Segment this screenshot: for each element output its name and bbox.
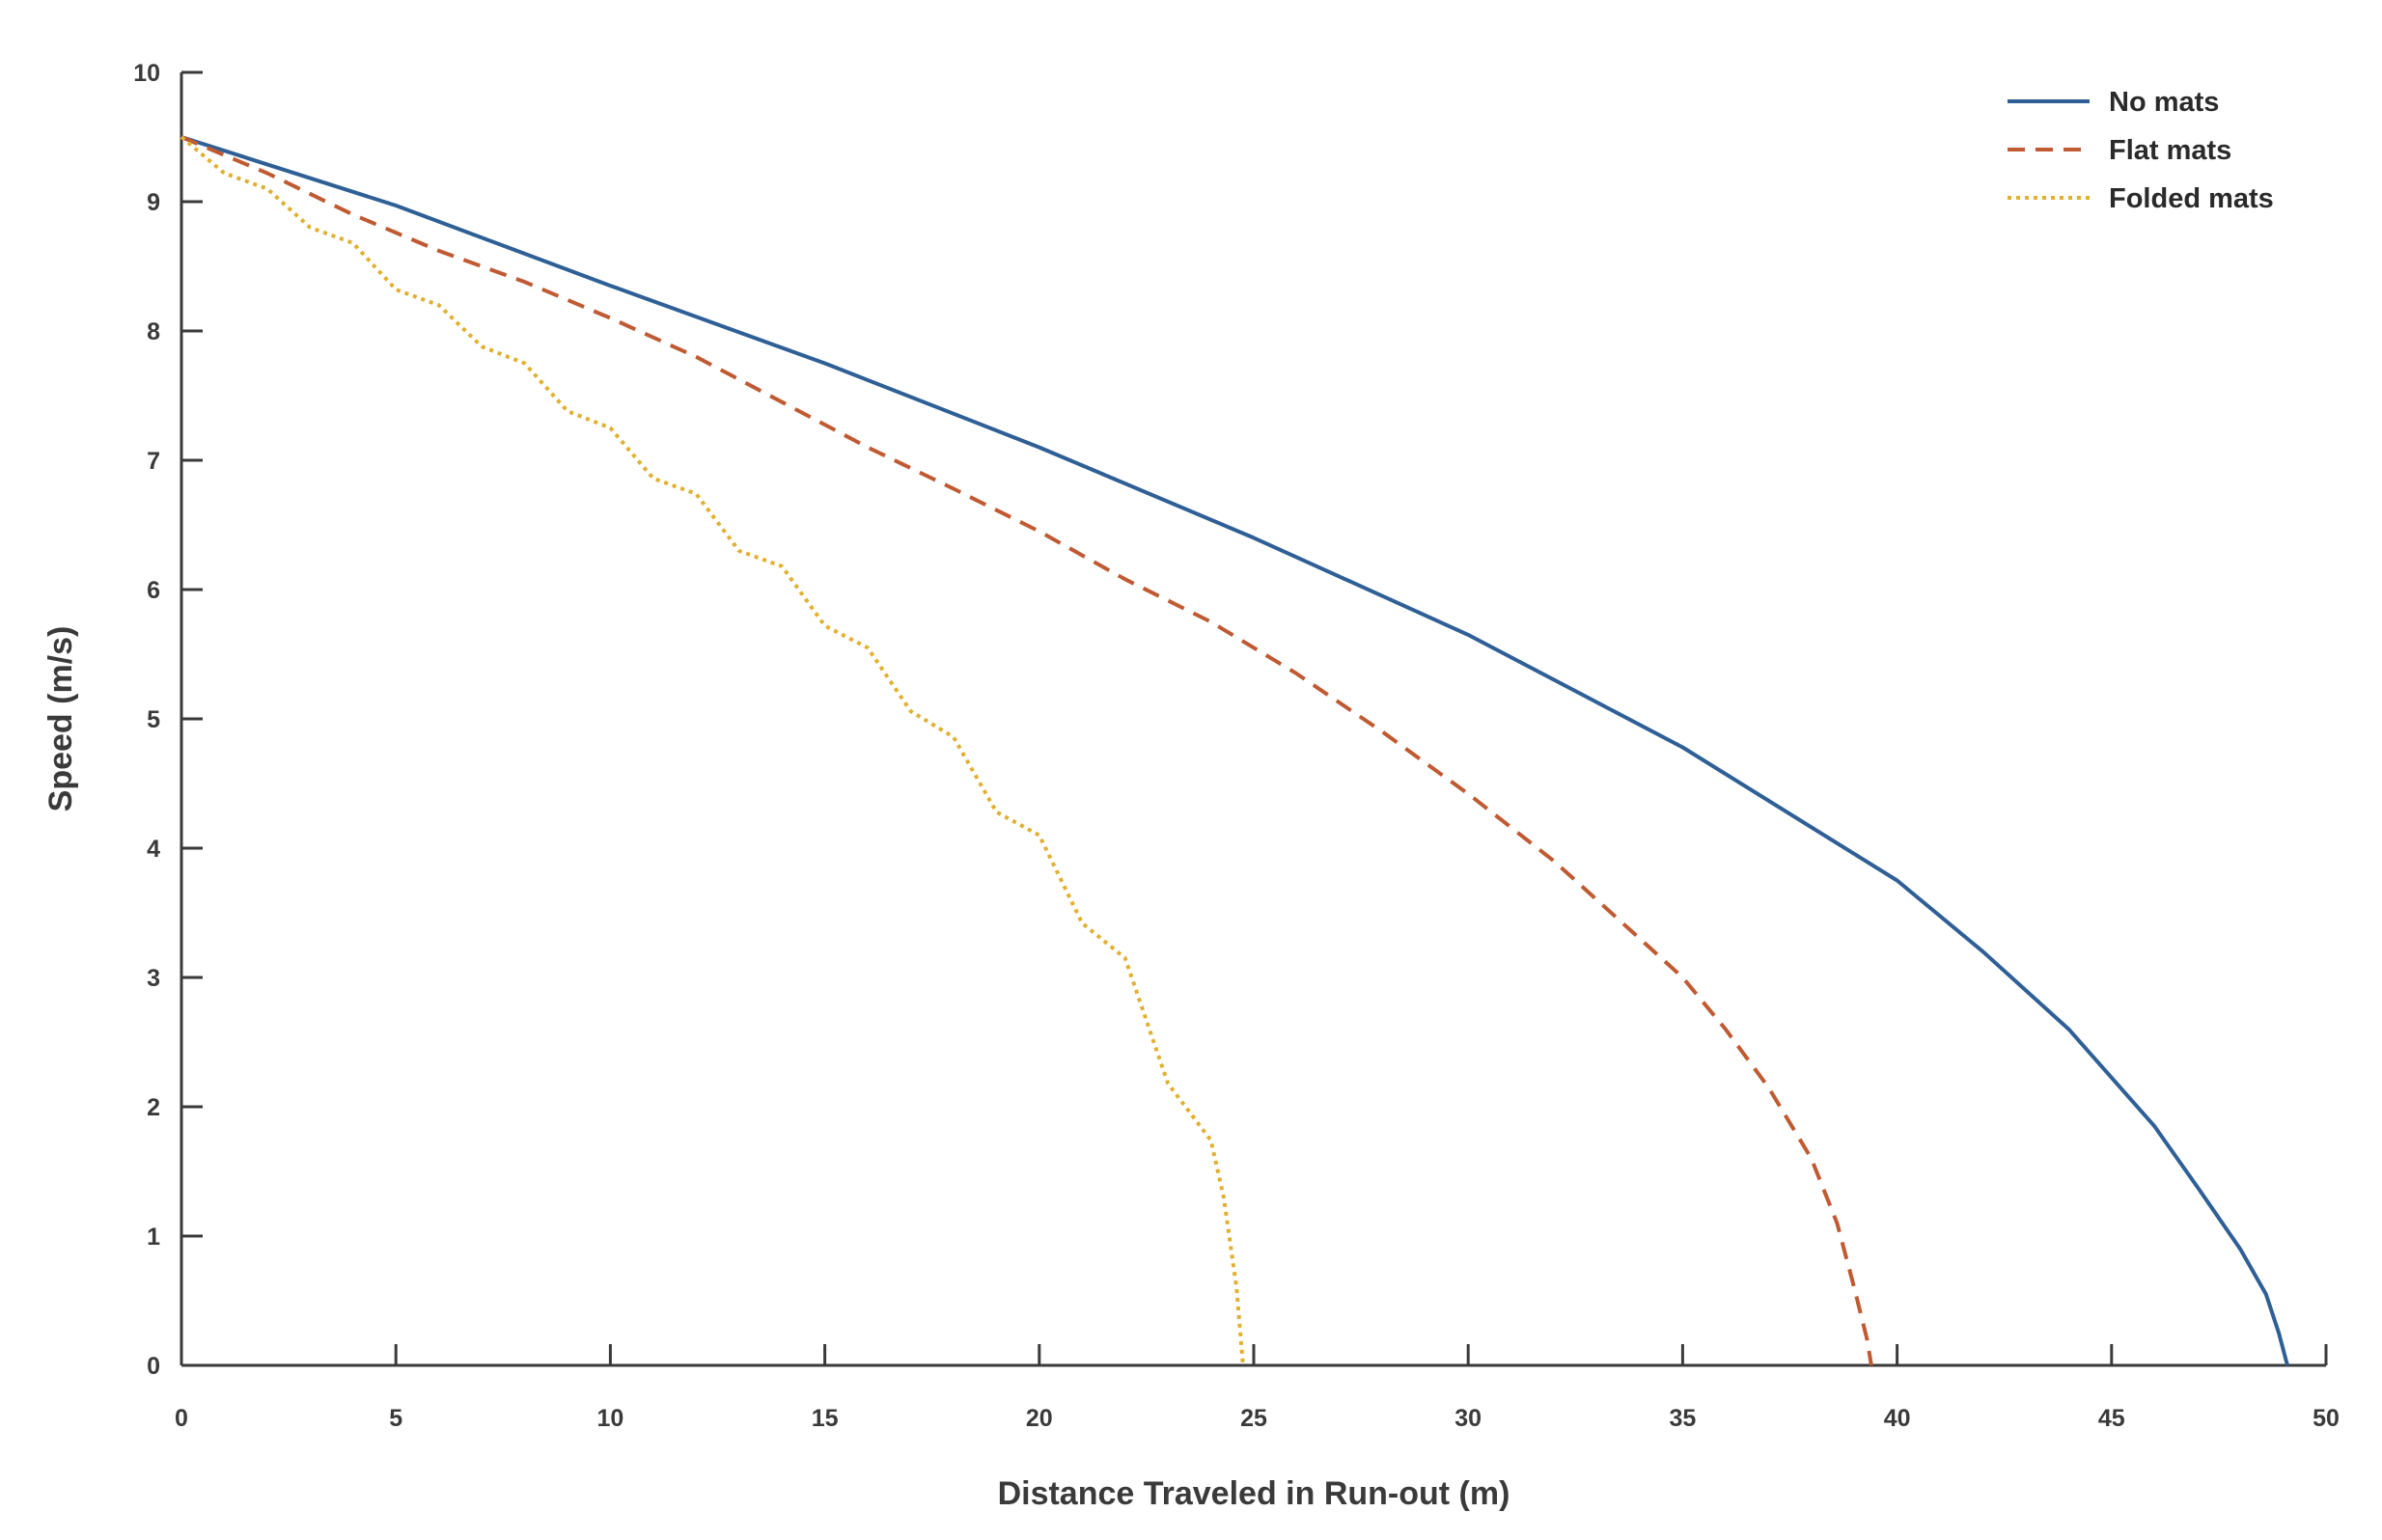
- x-tick-label: 10: [596, 1405, 623, 1432]
- y-tick-label: 2: [147, 1094, 160, 1121]
- y-tick-label: 5: [147, 706, 160, 733]
- legend-label: Folded mats: [2109, 183, 2274, 214]
- x-tick-label: 5: [389, 1405, 402, 1432]
- x-tick-label: 50: [2313, 1405, 2340, 1432]
- y-axis-title: Speed (m/s): [42, 626, 79, 812]
- y-tick-label: 0: [147, 1353, 160, 1380]
- x-tick-label: 45: [2098, 1405, 2125, 1432]
- legend: No mats Flat mats Folded mats: [2008, 87, 2274, 214]
- legend-label: Flat mats: [2109, 135, 2231, 166]
- y-tick-label: 6: [147, 577, 160, 604]
- x-tick-label: 25: [1240, 1405, 1267, 1432]
- x-tick-label: 30: [1454, 1405, 1482, 1432]
- y-tick-label: 10: [133, 60, 160, 87]
- y-tick-label: 9: [147, 189, 160, 216]
- series-line-flat-mats: [180, 135, 1873, 1366]
- x-tick-label: 0: [175, 1405, 188, 1432]
- series-line-folded-mats: [180, 135, 1245, 1366]
- x-tick-label: 20: [1026, 1405, 1053, 1432]
- x-axis-title: Distance Traveled in Run-out (m): [998, 1475, 1510, 1512]
- series-line-no-mats: [180, 135, 2289, 1366]
- x-tick-label: 15: [812, 1405, 839, 1432]
- y-tick-label: 8: [147, 318, 160, 345]
- legend-label: No mats: [2109, 87, 2219, 118]
- x-tick-label: 40: [1884, 1405, 1911, 1432]
- y-tick-label: 1: [147, 1224, 160, 1251]
- x-tick-label: 35: [1669, 1405, 1696, 1432]
- y-tick-label: 4: [147, 836, 160, 863]
- y-tick-label: 7: [147, 448, 160, 475]
- y-tick-label: 3: [147, 965, 160, 992]
- plot-series: [180, 135, 2289, 1366]
